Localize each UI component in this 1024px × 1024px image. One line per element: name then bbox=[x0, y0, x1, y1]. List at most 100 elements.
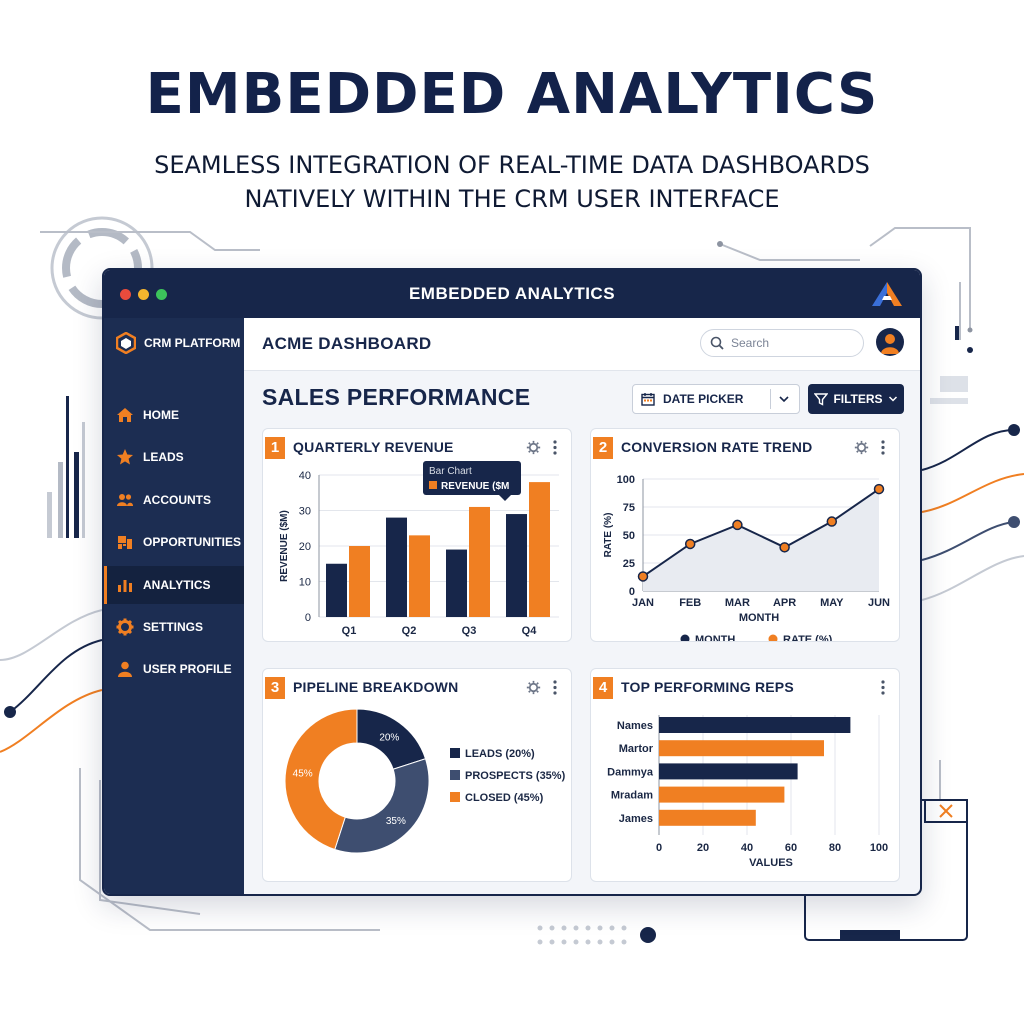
x-tick-label: Q4 bbox=[522, 625, 538, 637]
y-tick-label: Names bbox=[617, 720, 653, 732]
filters-button[interactable]: FILTERS bbox=[808, 384, 904, 414]
card-number: 2 bbox=[593, 437, 613, 459]
y-tick-label: Mradam bbox=[611, 790, 653, 802]
hero-subtitle-line2: NATIVELY WITHIN THE CRM USER INTERFACE bbox=[244, 185, 780, 213]
avatar[interactable] bbox=[876, 328, 904, 356]
filters-label: FILTERS bbox=[833, 392, 883, 406]
sidebar: CRM PLATFORM HOME LEADS ACCOUNTS OPPORTU… bbox=[104, 318, 244, 894]
card-number: 4 bbox=[593, 677, 613, 699]
y-tick-label: 75 bbox=[623, 502, 635, 514]
sidebar-item-home[interactable]: HOME bbox=[104, 396, 244, 434]
bar bbox=[659, 809, 756, 826]
sidebar-item-user-profile[interactable]: USER PROFILE bbox=[104, 650, 244, 688]
sidebar-item-label: SETTINGS bbox=[143, 619, 204, 634]
more-vertical-icon[interactable] bbox=[881, 440, 885, 455]
bar bbox=[469, 506, 490, 617]
card-title: CONVERSION RATE TREND bbox=[621, 439, 813, 455]
x-tick-label: 0 bbox=[656, 842, 662, 854]
sidebar-item-accounts[interactable]: ACCOUNTS bbox=[104, 481, 244, 519]
close-window-button[interactable] bbox=[120, 289, 131, 300]
sidebar-item-label: USER PROFILE bbox=[143, 662, 232, 677]
sidebar-item-label: OPPORTUNITIES bbox=[143, 535, 242, 550]
x-tick-label: JUN bbox=[868, 597, 890, 609]
filter-icon bbox=[814, 393, 829, 406]
more-vertical-icon[interactable] bbox=[553, 440, 557, 455]
data-point bbox=[779, 542, 790, 553]
date-picker[interactable]: DATE PICKER bbox=[632, 384, 800, 414]
bar bbox=[529, 482, 550, 617]
date-picker-label: DATE PICKER bbox=[663, 392, 744, 406]
brand-name: CRM PLATFORM bbox=[144, 336, 241, 350]
y-tick-label: 20 bbox=[299, 541, 311, 553]
x-tick-label: 60 bbox=[785, 842, 797, 854]
settings-gear-icon[interactable] bbox=[526, 440, 541, 455]
settings-gear-icon[interactable] bbox=[854, 440, 869, 455]
y-tick-label: Martor bbox=[619, 743, 654, 755]
legend-label: LEADS (20%) bbox=[465, 748, 535, 760]
x-tick-label: 20 bbox=[697, 842, 709, 854]
x-tick-label: 80 bbox=[829, 842, 841, 854]
data-point bbox=[873, 483, 885, 495]
page-title: ACME DASHBOARD bbox=[262, 334, 432, 353]
data-point bbox=[826, 516, 838, 527]
window-title: EMBEDDED ANALYTICS bbox=[408, 284, 616, 303]
y-axis-label: RATE (%) bbox=[603, 513, 614, 558]
legend-label: CLOSED (45%) bbox=[465, 792, 544, 804]
bar bbox=[506, 514, 527, 617]
y-tick-label: 0 bbox=[629, 586, 635, 598]
x-tick-label: MAR bbox=[725, 597, 750, 609]
sidebar-item-leads[interactable]: LEADS bbox=[104, 438, 244, 476]
title-bar: EMBEDDED ANALYTICS bbox=[104, 270, 920, 318]
minimize-window-button[interactable] bbox=[138, 289, 149, 300]
chevron-down-icon bbox=[888, 396, 897, 402]
data-point bbox=[637, 571, 649, 582]
settings-gear-icon[interactable] bbox=[526, 680, 541, 695]
slice-label: 35% bbox=[386, 816, 406, 827]
sidebar-item-label: LEADS bbox=[143, 450, 184, 465]
legend-swatch bbox=[450, 748, 460, 758]
hero-subtitle-line1: SEAMLESS INTEGRATION OF REAL-TIME DATA D… bbox=[154, 151, 870, 179]
quarterly-revenue-chart: 0 10 20 30 40 REVENUE ($M) Q1 Q2 Q3 Q4 Bar Chart RE… bbox=[279, 461, 559, 637]
legend-marker bbox=[768, 634, 778, 641]
opportunity-icon bbox=[118, 536, 132, 550]
x-tick-label: Q1 bbox=[342, 625, 357, 637]
pie-slice bbox=[334, 758, 430, 854]
y-tick-label: 30 bbox=[299, 506, 311, 518]
y-axis-label: REVENUE ($M) bbox=[279, 510, 290, 582]
brand[interactable]: CRM PLATFORM bbox=[116, 332, 240, 354]
tooltip-title: Bar Chart bbox=[429, 466, 472, 477]
y-tick-label: 0 bbox=[305, 612, 311, 624]
bar bbox=[659, 763, 798, 780]
card-pipeline-breakdown: 3 PIPELINE BREAKDOWN 20% LEADS (20%) 35% PR… bbox=[262, 668, 572, 882]
search-input[interactable]: Search bbox=[700, 329, 864, 357]
card-quarterly-revenue: 1 QUARTERLY REVENUE 0 10 20 30 40 REVENUE ($M… bbox=[262, 428, 572, 642]
bar bbox=[659, 740, 824, 757]
card-header: 3 PIPELINE BREAKDOWN bbox=[263, 677, 571, 699]
star-icon bbox=[117, 449, 133, 465]
card-title: QUARTERLY REVENUE bbox=[293, 439, 454, 455]
sidebar-item-settings[interactable]: SETTINGS bbox=[104, 608, 244, 646]
x-tick-label: 40 bbox=[741, 842, 753, 854]
sidebar-item-analytics[interactable]: ANALYTICS bbox=[104, 565, 244, 604]
bar bbox=[446, 549, 467, 617]
more-vertical-icon[interactable] bbox=[881, 680, 885, 695]
card-conversion-rate: 2 CONVERSION RATE TREND 0 25 50 75 100 RATE (… bbox=[590, 428, 900, 642]
bar bbox=[326, 563, 347, 617]
x-tick-label: FEB bbox=[679, 597, 701, 609]
sidebar-nav: HOME LEADS ACCOUNTS OPPORTUNITIES ANALYT… bbox=[104, 396, 244, 693]
more-vertical-icon[interactable] bbox=[553, 680, 557, 695]
top-reps-chart: 0 20 40 60 80 100 Names Martor Dammya Mradam James… bbox=[607, 715, 888, 869]
calendar-icon bbox=[641, 393, 655, 406]
header-bar: ACME DASHBOARD Search bbox=[244, 318, 920, 371]
series-line bbox=[642, 488, 880, 578]
y-tick-label: 25 bbox=[623, 558, 635, 570]
date-picker-divider bbox=[770, 389, 771, 409]
user-avatar-icon bbox=[881, 334, 899, 354]
sidebar-item-label: ACCOUNTS bbox=[143, 492, 211, 507]
maximize-window-button[interactable] bbox=[156, 289, 167, 300]
card-number: 1 bbox=[265, 437, 285, 459]
chart-tooltip bbox=[423, 461, 521, 495]
sidebar-item-opportunities[interactable]: OPPORTUNITIES bbox=[104, 523, 244, 561]
section-title: SALES PERFORMANCE bbox=[262, 384, 531, 410]
pie-slice bbox=[284, 708, 358, 851]
